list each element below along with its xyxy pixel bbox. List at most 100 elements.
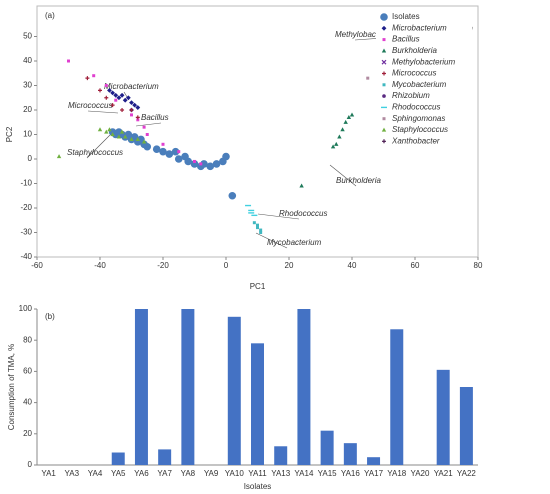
x-tick-label: -20 [157,261,169,270]
point [129,137,134,141]
y-tick-label: 30 [23,81,32,90]
point [136,118,140,122]
point [256,223,259,227]
legend-label: Rhodococcus [392,103,440,112]
point [171,147,180,156]
point [135,105,141,110]
point [120,108,125,112]
legend-marker [382,94,386,98]
x-tick-label: YA14 [294,469,314,478]
legend-marker [382,139,386,144]
point [110,90,115,96]
point [129,108,134,112]
x-tick-label: YA1 [41,469,56,478]
point [104,84,108,87]
point [193,159,196,163]
point [123,134,128,139]
point [343,119,348,124]
x-tick-label: YA9 [204,469,219,478]
point [145,133,149,136]
point [104,129,109,134]
annotation-leader [257,213,300,220]
legend-label: Bacillus [392,35,420,44]
point [190,160,199,168]
legend-box [376,10,472,152]
point [132,102,138,108]
legend-marker [381,127,387,132]
annotation-leader [135,122,162,127]
annotation-leader [329,164,357,187]
y-tick-label: 80 [23,335,32,344]
bar [343,443,357,465]
point [159,147,167,156]
point [152,145,161,153]
point [349,112,355,117]
legend-label: Staphylococcus [392,125,448,134]
x-tick-label: -60 [31,261,43,270]
bar [158,449,172,465]
point [212,160,221,168]
x-tick-label: YA17 [364,469,384,478]
point [104,95,109,100]
x-tick-label: 60 [411,261,420,270]
point [110,103,115,108]
annotation: Rhodococcus [279,209,327,218]
point [165,150,174,158]
point [107,127,112,132]
legend-label: Rhizobium [392,91,430,100]
bar [390,329,404,465]
point [200,160,208,168]
bar [367,457,381,465]
panel-label: (b) [45,312,55,321]
point [116,95,122,101]
x-tick-label: YA13 [271,469,291,478]
point [252,221,256,225]
y-tick-label: 40 [23,56,32,65]
x-tick-label: -40 [94,261,106,270]
y-tick-label: 0 [28,460,33,469]
y-axis-label: Consumption of TMA, % [7,344,16,431]
panel-label: (a) [45,11,55,20]
x-tick-label: YA16 [341,469,361,478]
x-tick-label: YA5 [111,469,126,478]
bar [251,343,264,465]
y-tick-label: -30 [20,228,32,237]
point [174,155,183,163]
legend-label: Methylobacterium [392,57,455,66]
point [259,228,263,232]
x-tick-label: YA21 [434,469,454,478]
point [110,132,115,137]
point [222,152,230,161]
point [67,59,70,63]
y-tick-label: 10 [23,130,32,139]
point [340,127,345,132]
y-tick-label: -40 [20,252,32,261]
point [114,98,118,102]
y-tick-label: 0 [28,154,33,163]
x-tick-label: YA22 [457,469,477,478]
point [199,162,203,166]
point [177,150,181,154]
y-tick-label: -10 [20,179,32,188]
bar [134,309,148,465]
annotation-leader [87,110,119,114]
bar [227,316,241,465]
annotation: Micrococcus [68,101,112,110]
legend-marker [382,117,386,121]
legend-marker [380,13,388,21]
y-axis-label: PC2 [5,126,14,142]
point [337,134,342,139]
point [125,95,131,101]
annotation: Mycobacterium [267,238,322,247]
bar [181,309,195,465]
bar [459,387,473,465]
x-tick-label: 40 [348,261,357,270]
point [119,129,125,134]
legend-marker [382,71,386,76]
legend-label: Mycobacterium [392,80,447,89]
x-tick-label: YA11 [248,469,267,478]
legend-marker [381,59,387,65]
annotation: Methylobacterium [335,30,398,39]
